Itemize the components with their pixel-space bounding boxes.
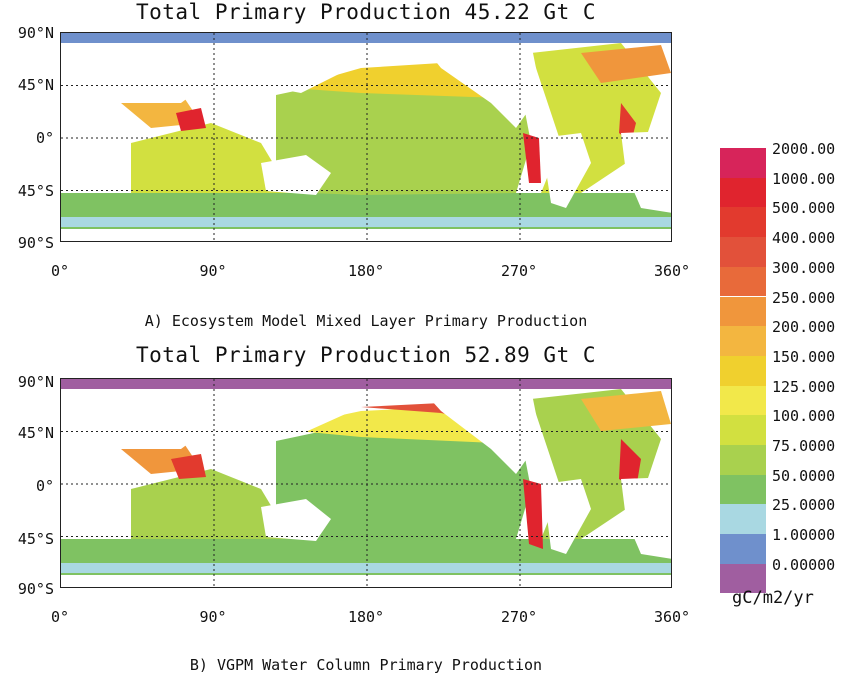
upwelling-west-africa	[619, 439, 641, 489]
ocean-pacific	[276, 73, 531, 195]
colorbar-level-label: 125.000	[772, 377, 836, 396]
panel-b-xtick: 0°	[50, 608, 70, 626]
colorbar-cell	[720, 355, 766, 386]
land-australia	[261, 155, 331, 195]
colorbar-level-label: 400.000	[772, 229, 836, 248]
land-africa-europe	[61, 43, 221, 103]
panel-a-map	[60, 32, 672, 242]
colorbar-level-label: 300.000	[772, 258, 836, 277]
panel-a-ytick: 45°N	[17, 76, 54, 94]
upwelling-india	[176, 108, 206, 131]
panel-a-xtick: 270°	[500, 262, 538, 280]
upwelling-peru	[523, 479, 543, 549]
colorbar-cell	[720, 207, 766, 238]
panel-b-xtick: 360°	[653, 608, 691, 626]
panel-a-caption: A) Ecosystem Model Mixed Layer Primary P…	[144, 312, 588, 330]
panel-a-title: Total Primary Production 45.22 Gt C	[135, 0, 596, 24]
panel-a-xtick: 180°	[347, 262, 385, 280]
colorbar-level-label: 75.0000	[772, 437, 836, 455]
panel-b-ytick: 90°S	[17, 580, 54, 598]
colorbar-level-label: 150.000	[772, 347, 836, 366]
colorbar-cell	[720, 563, 766, 594]
colorbar-level-label: 2000.00	[772, 140, 836, 158]
panel-a-grid	[61, 33, 671, 241]
colorbar-level-label: 50.0000	[772, 466, 836, 485]
panel-a-xtick: 360°	[653, 262, 691, 280]
colorbar-cell	[720, 296, 766, 327]
panel-b-caption: B) VGPM Water Column Primary Production	[189, 656, 543, 674]
colorbar-level-label: 500.000	[772, 199, 836, 218]
colorbar-level-label: 100.000	[772, 407, 836, 426]
panel-a-svg	[61, 33, 671, 241]
coastal-north-pacific	[361, 403, 521, 429]
panel-b-title: Total Primary Production 52.89 Gt C	[135, 343, 596, 367]
colorbar-cell	[720, 237, 766, 267]
land-africa	[61, 113, 101, 183]
ocean-arctic	[61, 379, 671, 389]
colorbar-level-label: 0.00000	[772, 555, 836, 574]
panel-b-grid	[61, 379, 671, 587]
colorbar-level-label: 1.00000	[772, 526, 836, 545]
land-africa-east	[621, 477, 671, 559]
colorbar-level-label: 200.000	[772, 318, 836, 337]
colorbar-cell	[720, 445, 766, 475]
panel-a-xtick: 90°	[199, 262, 227, 280]
panel-a-ytick: 45°S	[17, 182, 54, 200]
upwelling-peru	[523, 133, 541, 183]
panel-b-xtick: 270°	[500, 608, 538, 626]
ocean-north-atlantic	[581, 45, 671, 83]
panel-b-ytick: 45°S	[17, 530, 54, 548]
panel-b-ytick: 90°N	[17, 373, 54, 391]
ocean-antarctic-light	[61, 563, 671, 573]
land-asia	[181, 389, 361, 434]
colorbar-cell	[720, 534, 766, 564]
ocean-indian	[131, 469, 291, 539]
colorbar-cell	[720, 326, 766, 356]
colorbar-cell	[720, 148, 766, 178]
panel-b-ytick: 45°N	[17, 424, 54, 442]
land-africa-europe	[61, 389, 221, 449]
panel-b-xtick: 90°	[199, 608, 227, 626]
panel-a-xtick: 0°	[50, 262, 70, 280]
colorbar-cell	[720, 385, 766, 416]
colorbar-cell	[720, 415, 766, 445]
land-south-america	[541, 133, 591, 208]
colorbar-level-label: 1000.00	[772, 169, 836, 188]
colorbar-cell	[720, 474, 766, 505]
panel-a-ytick: 90°N	[17, 24, 54, 42]
panel-a-ytick: 0°	[35, 129, 54, 147]
land-australia	[261, 499, 331, 541]
land-antarctica	[61, 575, 671, 587]
ocean-north-atlantic	[581, 391, 671, 431]
land-asia	[181, 43, 361, 93]
colorbar-level-label: 250.000	[772, 288, 836, 307]
colorbar-cell	[720, 504, 766, 535]
ocean-arctic	[61, 33, 671, 43]
ocean-antarctic-light	[61, 217, 671, 227]
panel-a-ytick: 90°S	[17, 234, 54, 252]
land-africa-east	[621, 131, 671, 213]
colorbar-cell	[720, 177, 766, 208]
panel-b-map	[60, 378, 672, 588]
colorbar-units: gC/m2/yr	[732, 588, 814, 608]
land-south-america	[543, 479, 591, 554]
ocean-pacific	[276, 419, 531, 541]
colorbar-cell	[720, 266, 766, 297]
panel-b-svg	[61, 379, 671, 587]
colorbar	[720, 148, 766, 594]
land-antarctica	[61, 229, 671, 241]
panel-b-ytick: 0°	[35, 477, 54, 495]
upwelling-india	[171, 454, 206, 479]
ocean-indian	[131, 123, 291, 193]
colorbar-level-label: 25.0000	[772, 496, 836, 515]
panel-b-xtick: 180°	[347, 608, 385, 626]
land-africa	[61, 459, 101, 531]
